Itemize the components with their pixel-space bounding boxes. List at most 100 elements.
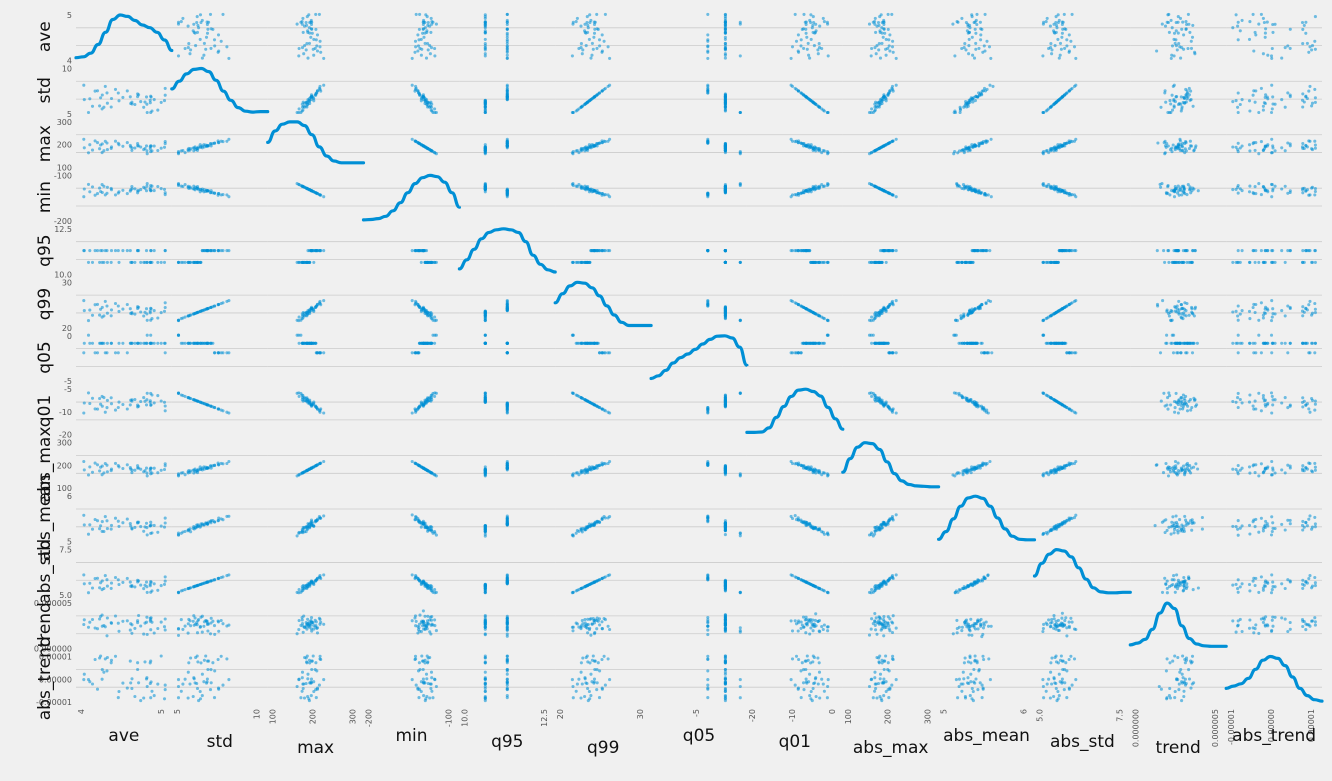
scatter-point [1042, 333, 1046, 337]
scatter-point [970, 400, 975, 404]
scatter-point [430, 149, 434, 153]
scatter-point [1236, 249, 1240, 253]
scatter-point [977, 189, 981, 193]
scatter-point [430, 22, 434, 26]
scatter-point [424, 260, 428, 264]
scatter-point [139, 310, 143, 314]
scatter-point [1261, 104, 1265, 108]
scatter-point [1063, 189, 1067, 193]
scatter-point [592, 403, 597, 407]
scatter-point [1286, 304, 1290, 308]
scatter-point [1270, 107, 1274, 111]
scatter-point [102, 341, 106, 345]
scatter-point [82, 351, 86, 355]
scatter-point [1301, 396, 1305, 400]
scatter-point [1182, 403, 1186, 407]
scatter-point [1063, 46, 1067, 50]
scatter-point [1062, 12, 1066, 16]
scatter-point [1313, 351, 1317, 355]
scatter-point [870, 46, 874, 51]
scatter-point [103, 139, 107, 143]
scatter-point [422, 35, 426, 39]
scatter-point [1060, 403, 1064, 407]
scatter-point [583, 184, 587, 188]
scatter-point [723, 95, 727, 99]
scatter-point [877, 147, 881, 151]
scatter-point [1065, 191, 1069, 195]
scatter-point [974, 31, 978, 35]
scatter-point [873, 341, 877, 345]
scatter-point [977, 91, 981, 95]
scatter-point [227, 137, 231, 141]
scatter-point [1052, 312, 1056, 316]
scatter-point [723, 44, 727, 48]
scatter-point [894, 249, 898, 253]
scatter-point [303, 44, 307, 48]
scatter-point [592, 189, 597, 193]
scatter-point [306, 29, 310, 33]
scatter-point [133, 341, 137, 345]
cell-q95-q99 [555, 241, 652, 264]
scatter-point [315, 49, 320, 53]
scatter-point [586, 30, 590, 34]
scatter-point [1286, 191, 1290, 195]
scatter-point [598, 191, 602, 195]
scatter-point [1310, 396, 1314, 401]
scatter-point [1182, 33, 1186, 37]
scatter-point [128, 95, 132, 99]
scatter-point [1308, 410, 1312, 414]
scatter-point [723, 249, 727, 253]
scatter-point [894, 411, 898, 415]
scatter-point [1240, 98, 1244, 102]
cell-ave-abs_trend [1226, 12, 1322, 60]
scatter-point [1240, 189, 1244, 193]
scatter-point [209, 144, 213, 148]
scatter-point [884, 99, 888, 103]
scatter-point [579, 24, 583, 28]
scatter-point [1253, 399, 1257, 403]
scatter-point [1167, 314, 1171, 318]
scatter-point [874, 30, 878, 34]
scatter-point [1173, 260, 1177, 264]
scatter-point [410, 299, 414, 303]
scatter-point [1165, 309, 1169, 313]
scatter-point [307, 41, 312, 45]
scatter-point [227, 351, 231, 355]
scatter-point [181, 184, 185, 189]
cell-q95-abs_std [1034, 241, 1131, 264]
scatter-point [608, 56, 612, 60]
scatter-point [1253, 100, 1257, 104]
scatter-point [1270, 299, 1274, 303]
scatter-point [426, 42, 430, 46]
scatter-point [434, 318, 438, 322]
scatter-point [149, 183, 153, 188]
scatter-point [142, 185, 146, 189]
scatter-point [1162, 249, 1166, 253]
scatter-point [1187, 93, 1191, 97]
scatter-point [812, 44, 816, 48]
scatter-point [1065, 91, 1069, 95]
scatter-point [142, 314, 146, 318]
scatter-point [88, 190, 92, 194]
scatter-point [1060, 31, 1064, 35]
scatter-point [1041, 54, 1045, 58]
scatter-point [188, 52, 192, 56]
scatter-point [1305, 41, 1309, 45]
scatter-point [575, 471, 579, 475]
scatter-point [723, 30, 727, 34]
scatter-point [1236, 20, 1240, 24]
scatter-point [882, 144, 886, 148]
scatter-point [979, 27, 983, 31]
scatter-point [1190, 189, 1194, 193]
scatter-point [1270, 46, 1274, 51]
scatter-point [598, 141, 602, 145]
scatter-point [109, 145, 114, 149]
scatter-point [125, 463, 129, 467]
scatter-point [176, 318, 181, 322]
scatter-point [191, 187, 195, 191]
cell-max-max [266, 120, 366, 165]
scatter-point [1178, 137, 1182, 141]
scatter-point [988, 83, 992, 87]
scatter-point [102, 105, 106, 109]
scatter-point [304, 20, 308, 25]
